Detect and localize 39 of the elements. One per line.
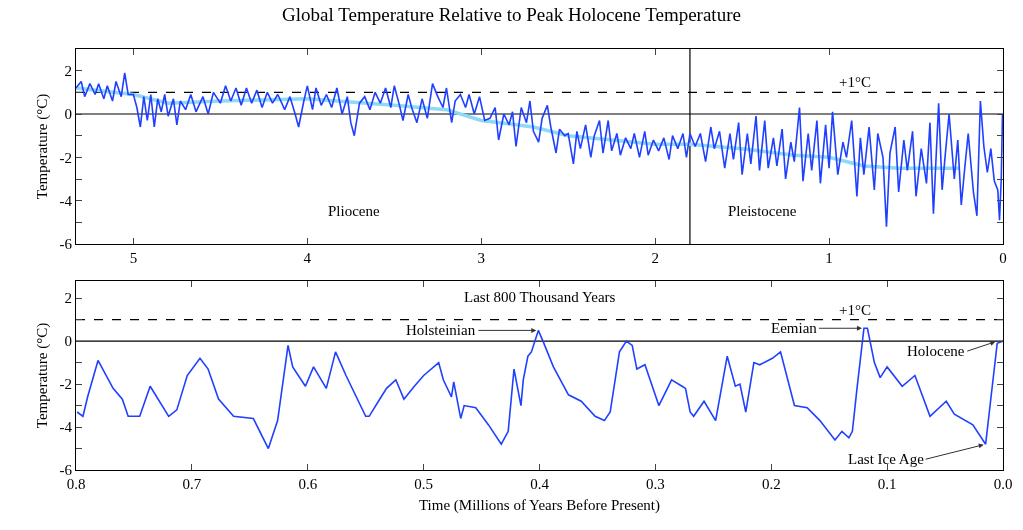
x-tick-label: 0.8 xyxy=(66,476,86,492)
x-tick-label: 0 xyxy=(999,250,1007,266)
x-tick-label: 0.0 xyxy=(993,476,1013,492)
annotation: Pliocene xyxy=(328,203,380,219)
y-tick-label: -4 xyxy=(59,192,73,209)
chart-title: Global Temperature Relative to Peak Holocene Temperature xyxy=(282,4,741,26)
x-tick-label: 0.2 xyxy=(761,476,781,492)
y-tick-label: -2 xyxy=(59,149,72,166)
y-tick-label: -6 xyxy=(59,236,73,253)
ref-line-label: +1°C xyxy=(839,302,871,318)
x-tick-label: 1 xyxy=(825,250,833,266)
x-tick-label: 0.7 xyxy=(182,476,202,492)
line-series xyxy=(76,72,1003,228)
annotation: Pleistocene xyxy=(728,203,797,219)
y-tick-label: 0 xyxy=(64,333,72,350)
ref-line-label: +1°C xyxy=(839,74,871,90)
y-axis-title: Temperature (°C) xyxy=(33,93,51,200)
y-axis-title: Temperature (°C) xyxy=(33,322,51,429)
y-tick-label: 2 xyxy=(64,290,72,307)
x-tick-label: 0.5 xyxy=(414,476,434,492)
y-tick-label: -2 xyxy=(59,376,72,393)
y-tick-label: 0 xyxy=(64,106,72,123)
annotation: Last Ice Age xyxy=(848,451,925,467)
x-tick-label: 3 xyxy=(477,250,485,266)
annotation: Eemian xyxy=(771,320,818,336)
annotation: Holsteinian xyxy=(406,322,476,338)
x-tick-label: 4 xyxy=(303,250,312,266)
x-tick-label: 0.3 xyxy=(646,476,665,492)
x-tick-label: 0.6 xyxy=(298,476,318,492)
annotation: Last 800 Thousand Years xyxy=(464,289,616,305)
x-tick-label: 5 xyxy=(129,250,138,266)
x-tick-label: 0.1 xyxy=(877,476,897,492)
y-tick-label: 2 xyxy=(64,62,72,79)
annotation: Holocene xyxy=(907,343,965,359)
y-tick-label: -6 xyxy=(59,462,73,479)
y-tick-label: -4 xyxy=(59,419,73,436)
x-axis-title: Time (Millions of Years Before Present) xyxy=(418,497,661,514)
x-tick-label: 2 xyxy=(651,250,659,266)
x-tick-label: 0.4 xyxy=(530,476,550,492)
